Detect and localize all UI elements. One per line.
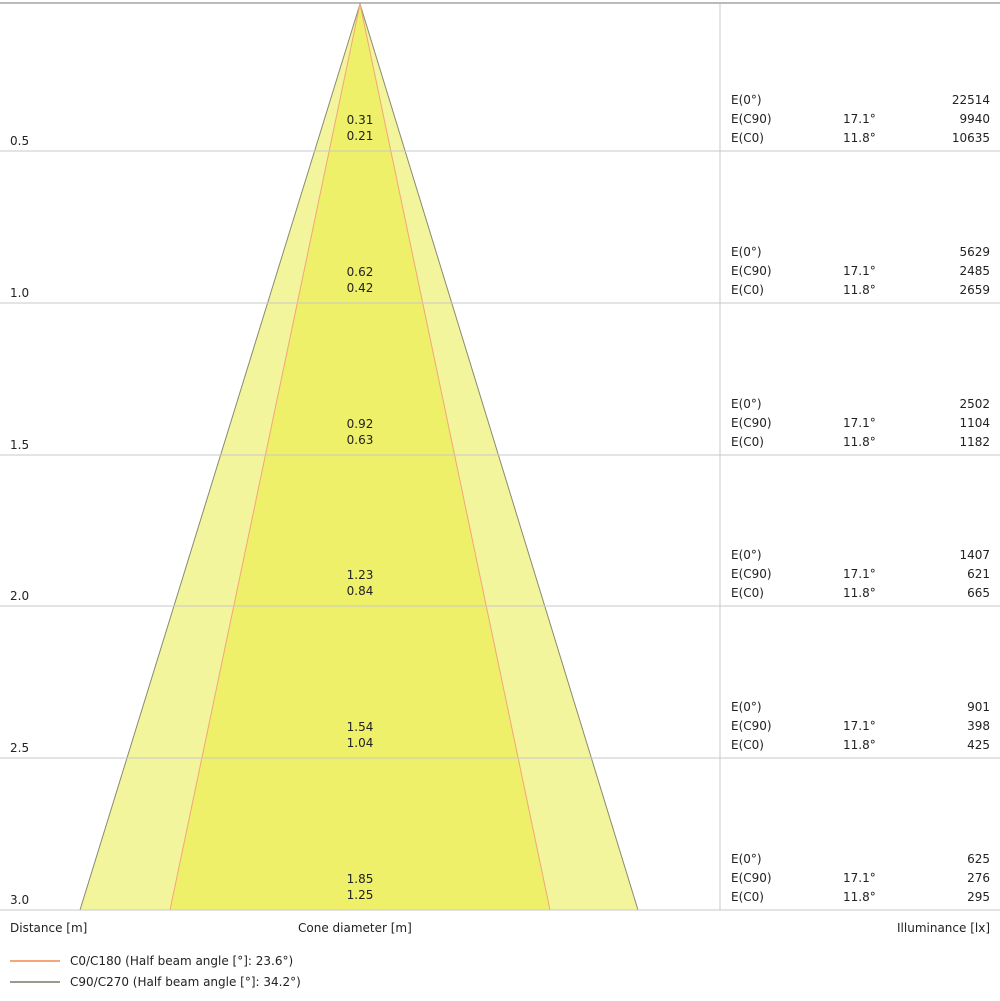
e0-label: E(0°)	[731, 548, 762, 562]
e0-label: E(0°)	[731, 700, 762, 714]
e0-label: E(0°)	[731, 852, 762, 866]
ec90-angle: 17.1°	[843, 264, 876, 278]
ec0-label: E(C0)	[731, 586, 764, 600]
ec0-value: 1182	[959, 435, 990, 449]
e0-value: 625	[967, 852, 990, 866]
ec0-value: 295	[967, 890, 990, 904]
ec90-value: 9940	[959, 112, 990, 126]
ec0-value: 665	[967, 586, 990, 600]
illuminance-axis-label: Illuminance [lx]	[897, 921, 990, 935]
ec90-label: E(C90)	[731, 264, 772, 278]
ec90-value: 2485	[959, 264, 990, 278]
ec90-value: 398	[967, 719, 990, 733]
ec90-label: E(C90)	[731, 416, 772, 430]
ec90-label: E(C90)	[731, 871, 772, 885]
ec0-angle: 11.8°	[843, 738, 876, 752]
c90-diameter: 1.85	[346, 872, 374, 886]
ec90-angle: 17.1°	[843, 112, 876, 126]
ec90-angle: 17.1°	[843, 416, 876, 430]
c0-diameter: 1.04	[346, 736, 374, 750]
ec90-angle: 17.1°	[843, 719, 876, 733]
e0-value: 1407	[959, 548, 990, 562]
distance-label: 0.5	[10, 134, 30, 148]
distance-label: 2.5	[10, 741, 30, 755]
e0-label: E(0°)	[731, 245, 762, 259]
ec0-angle: 11.8°	[843, 131, 876, 145]
distance-label: 1.0	[10, 286, 30, 300]
ec90-value: 1104	[959, 416, 990, 430]
e0-value: 2502	[959, 397, 990, 411]
ec90-value: 621	[967, 567, 990, 581]
c90-diameter: 1.54	[346, 720, 374, 734]
ec90-label: E(C90)	[731, 112, 772, 126]
c0-diameter: 0.42	[346, 281, 374, 295]
legend-c0-line	[10, 960, 60, 962]
ec0-value: 10635	[951, 131, 990, 145]
ec0-label: E(C0)	[731, 738, 764, 752]
ec0-label: E(C0)	[731, 890, 764, 904]
ec0-value: 2659	[959, 283, 990, 297]
ec90-value: 276	[967, 871, 990, 885]
ec0-label: E(C0)	[731, 435, 764, 449]
c0-diameter: 0.21	[346, 129, 374, 143]
ec0-label: E(C0)	[731, 131, 764, 145]
c90-diameter: 0.62	[346, 265, 374, 279]
distance-label: 3.0	[10, 893, 30, 907]
ec90-label: E(C90)	[731, 719, 772, 733]
distance-label: 1.5	[10, 438, 30, 452]
e0-value: 5629	[959, 245, 990, 259]
e0-value: 901	[967, 700, 990, 714]
cone-diameter-axis-label: Cone diameter [m]	[298, 921, 412, 935]
c0-diameter: 0.63	[346, 433, 374, 447]
distance-axis-label: Distance [m]	[10, 921, 88, 935]
c90-diameter: 0.92	[346, 417, 374, 431]
legend-c90-label: C90/C270 (Half beam angle [°]: 34.2°)	[70, 975, 301, 989]
ec0-angle: 11.8°	[843, 586, 876, 600]
ec0-value: 425	[967, 738, 990, 752]
e0-value: 22514	[951, 93, 990, 107]
ec0-angle: 11.8°	[843, 283, 876, 297]
e0-label: E(0°)	[731, 93, 762, 107]
legend-c0-label: C0/C180 (Half beam angle [°]: 23.6°)	[70, 954, 294, 968]
c90-diameter: 1.23	[346, 568, 374, 582]
distance-label: 2.0	[10, 589, 30, 603]
legend-c90-line	[10, 981, 60, 983]
ec0-label: E(C0)	[731, 283, 764, 297]
c0-diameter: 1.25	[346, 888, 374, 902]
ec0-angle: 11.8°	[843, 890, 876, 904]
ec90-label: E(C90)	[731, 567, 772, 581]
ec90-angle: 17.1°	[843, 567, 876, 581]
c90-diameter: 0.31	[346, 113, 374, 127]
c0-diameter: 0.84	[346, 584, 374, 598]
ec90-angle: 17.1°	[843, 871, 876, 885]
e0-label: E(0°)	[731, 397, 762, 411]
ec0-angle: 11.8°	[843, 435, 876, 449]
